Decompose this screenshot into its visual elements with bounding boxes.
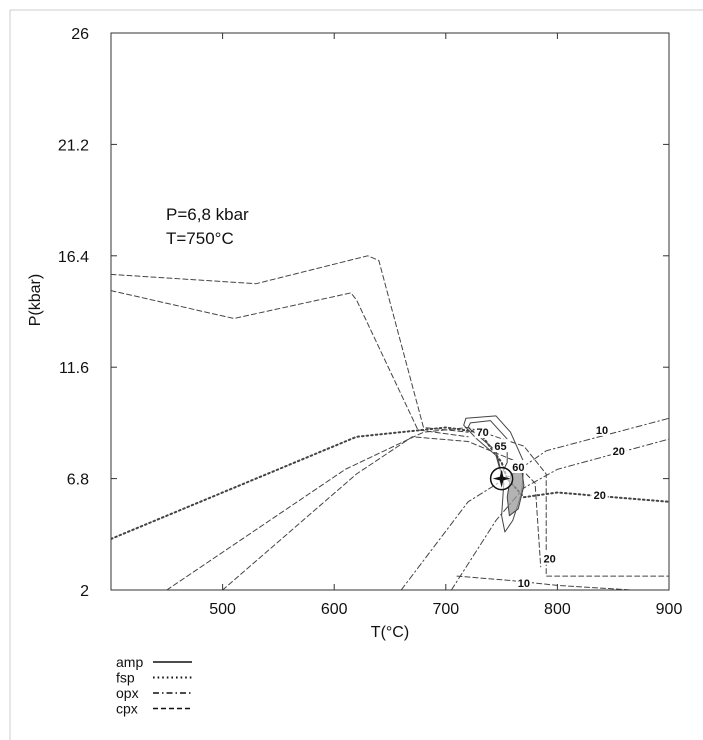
contour-label-bg <box>492 439 509 453</box>
x-tick-label: 900 <box>656 601 683 618</box>
contour-label-layer: 20 10 20 10 20 70 65 60 <box>474 422 627 590</box>
cpx-contour <box>222 436 542 590</box>
amp-contour <box>463 415 525 533</box>
legend-label: cpx <box>116 701 138 717</box>
fsp-contour <box>111 426 669 540</box>
amp-contour-label: 65 <box>494 441 506 453</box>
x-axis-label: T(°C) <box>371 624 409 641</box>
x-tick-label: 700 <box>432 601 459 618</box>
opx-contour <box>400 417 669 590</box>
legend-label: opx <box>116 685 139 701</box>
y-tick-label: 6.8 <box>67 472 89 489</box>
contour-label-bg <box>610 443 627 457</box>
contour-label-bg <box>594 422 611 436</box>
y-tick-label: 21.2 <box>58 137 89 154</box>
contour-label-bg <box>541 551 558 565</box>
x-axis: 500 600 700 800 900 <box>209 33 682 618</box>
legend-label: fsp <box>116 670 135 686</box>
contour-label-bg <box>510 459 527 473</box>
annotation-pressure: P=6,8 kbar <box>166 205 249 224</box>
cpx-contour <box>111 290 469 438</box>
fsp-contour-label: 20 <box>594 490 606 502</box>
y-tick-label: 26 <box>71 26 89 43</box>
y-tick-label: 11.6 <box>59 360 89 377</box>
cpx-contour-label: 20 <box>543 554 555 566</box>
x-tick-label: 500 <box>209 601 236 618</box>
legend-label: amp <box>116 654 143 670</box>
opx-contour <box>450 438 669 590</box>
contour-label-bg <box>515 576 532 590</box>
x-tick-label: 800 <box>544 601 571 618</box>
point-layer <box>489 466 514 491</box>
estimate-star-marker <box>492 469 511 488</box>
cpx-contour <box>111 255 469 433</box>
annotation-temperature: T=750°C <box>166 229 234 248</box>
opx-contour-label: 20 <box>613 446 625 458</box>
contour-label-bg <box>591 487 608 501</box>
y-axis: 2 6.8 11.6 16.4 21.2 26 <box>58 26 669 600</box>
cpx-contour <box>456 575 640 590</box>
y-tick-label: 2 <box>80 583 89 600</box>
plot-area <box>110 32 670 591</box>
y-axis-label: P(kbar) <box>27 274 44 326</box>
cpx-contour-label: 10 <box>518 578 530 590</box>
opx-contour-label: 10 <box>596 425 608 437</box>
cpx-contour <box>166 427 669 590</box>
contour-label-bg <box>474 425 491 439</box>
amp-contour-label: 70 <box>477 427 489 439</box>
x-tick-label: 600 <box>321 601 348 618</box>
contour-layer <box>111 255 669 590</box>
y-tick-label: 16.4 <box>58 249 89 266</box>
amp-contour-label: 60 <box>512 462 524 474</box>
